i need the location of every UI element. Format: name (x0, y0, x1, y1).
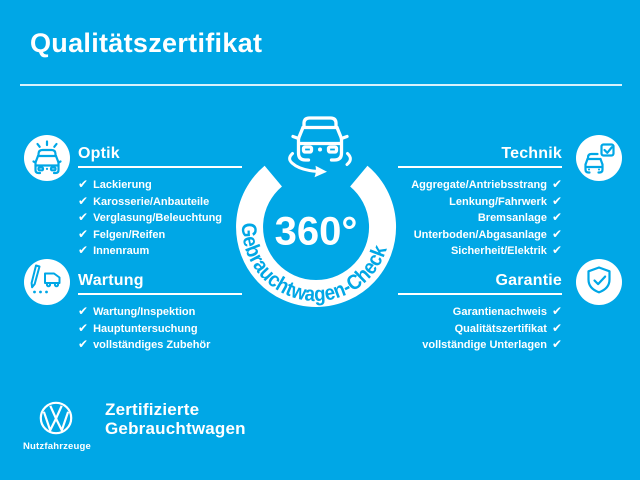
section-rule-wartung (78, 293, 242, 295)
brand-claim-line2: Gebrauchtwagen (105, 419, 246, 438)
section-title-technik: Technik (501, 145, 562, 162)
check-list-label: Sicherheit/Elektrik (450, 245, 547, 257)
check-list-label: Garantienachweis (452, 306, 547, 318)
rotation-arrow-icon (288, 152, 352, 178)
check-icon: ✔ (78, 304, 89, 318)
check-list-item: ✔ Karosserie/Anbauteile (78, 194, 242, 211)
check-list-item: vollständige Unterlagen ✔ (398, 337, 562, 354)
check-icon: ✔ (78, 226, 89, 241)
section-rule-optik (78, 166, 242, 168)
check-icon: ✔ (78, 320, 89, 335)
section-title-optik: Optik (78, 145, 120, 162)
ring-band (236, 165, 396, 308)
garantie-list: Garantienachweis ✔ Qualitätszertifikat ✔… (398, 304, 562, 354)
check-list-item: ✔ Hauptuntersuchung (78, 321, 242, 338)
check-list-item: Bremsanlage ✔ (398, 210, 562, 227)
check-list-label: vollständige Unterlagen (422, 339, 547, 351)
check-icon: ✔ (78, 243, 89, 257)
check-list-label: Bremsanlage (477, 212, 547, 224)
car-360-icon (291, 116, 349, 162)
service-checklist-icon (24, 259, 70, 305)
check-list-label: Innenraum (93, 245, 150, 257)
check-list-label: Wartung/Inspektion (93, 306, 196, 318)
check-icon: ✔ (551, 304, 562, 318)
section-wartung: Wartung ✔ Wartung/Inspektion ✔ Hauptunte… (78, 272, 242, 354)
service-checklist-glyph (30, 264, 61, 294)
check-icon: ✔ (551, 193, 562, 208)
check-list-item: ✔ Verglasung/Beleuchtung (78, 210, 242, 227)
check-list-item: ✔ vollständiges Zubehör (78, 337, 242, 354)
optik-list: ✔ Lackierung ✔ Karosserie/Anbauteile ✔ V… (78, 177, 242, 260)
check-list-label: Unterboden/Abgasanlage (413, 228, 547, 241)
check-list-item: ✔ Innenraum (78, 243, 242, 260)
technik-list: Aggregate/Antriebsstrang ✔ Lenkung/Fahrw… (398, 177, 562, 260)
brand-claim: Zertifizierte Gebrauchtwagen (105, 400, 246, 438)
car-checklist-glyph (584, 143, 615, 174)
check-icon: ✔ (551, 177, 562, 191)
check-list-item: Sicherheit/Elektrik ✔ (398, 243, 562, 260)
car-shine-glyph (32, 140, 62, 175)
check-list-label: Lackierung (93, 179, 152, 191)
car-shine-icon (24, 135, 70, 181)
check-icon: ✔ (551, 337, 562, 351)
section-garantie: Garantie Garantienachweis ✔ Qualitätszer… (398, 272, 562, 354)
section-optik: Optik ✔ Lackierung ✔ Karosserie/Anbautei… (78, 145, 242, 260)
check-list-item: Lenkung/Fahrwerk ✔ (398, 194, 562, 211)
brand-claim-line1: Zertifizierte (105, 400, 200, 419)
check-list-label: Felgen/Reifen (93, 228, 166, 241)
check-list-label: Lenkung/Fahrwerk (449, 195, 547, 208)
shield-check-icon (576, 259, 622, 305)
check-list-label: Hauptuntersuchung (93, 322, 198, 335)
title-divider (20, 84, 622, 86)
check-list-label: Qualitätszertifikat (454, 322, 547, 335)
check-icon: ✔ (78, 177, 89, 191)
check-list-item: Aggregate/Antriebsstrang ✔ (398, 177, 562, 194)
degree-label: 360° (275, 210, 358, 254)
page-title: Qualitätszertifikat (30, 28, 263, 58)
check-icon: ✔ (78, 337, 89, 351)
vw-logo (39, 401, 73, 435)
check-list-item: Garantienachweis ✔ (398, 304, 562, 321)
section-title-garantie: Garantie (495, 272, 562, 289)
check-list-item: ✔ Wartung/Inspektion (78, 304, 242, 321)
check-list-item: Qualitätszertifikat ✔ (398, 321, 562, 338)
check-icon: ✔ (551, 210, 562, 224)
section-rule-garantie (398, 293, 562, 295)
check-list-label: vollständiges Zubehör (93, 339, 211, 351)
check-list-label: Aggregate/Antriebsstrang (411, 179, 547, 191)
check-icon: ✔ (551, 320, 562, 335)
section-technik: Technik Aggregate/Antriebsstrang ✔ Lenku… (398, 145, 562, 260)
check-list-item: ✔ Felgen/Reifen (78, 227, 242, 244)
shield-check-glyph (587, 266, 611, 294)
car-checklist-icon (576, 135, 622, 181)
check-list-label: Karosserie/Anbauteile (93, 195, 210, 208)
check-list-label: Verglasung/Beleuchtung (93, 212, 223, 224)
check-icon: ✔ (551, 243, 562, 257)
check-icon: ✔ (78, 210, 89, 224)
check-list-item: ✔ Lackierung (78, 177, 242, 194)
check-list-item: Unterboden/Abgasanlage ✔ (398, 227, 562, 244)
check-icon: ✔ (78, 193, 89, 208)
ring-label: Gebrauchtwagen-Check (237, 222, 392, 306)
vw-logo-caption: Nutzfahrzeuge (22, 441, 92, 452)
section-rule-technik (398, 166, 562, 168)
check-icon: ✔ (551, 226, 562, 241)
wartung-list: ✔ Wartung/Inspektion ✔ Hauptuntersuchung… (78, 304, 242, 354)
section-title-wartung: Wartung (78, 272, 144, 289)
